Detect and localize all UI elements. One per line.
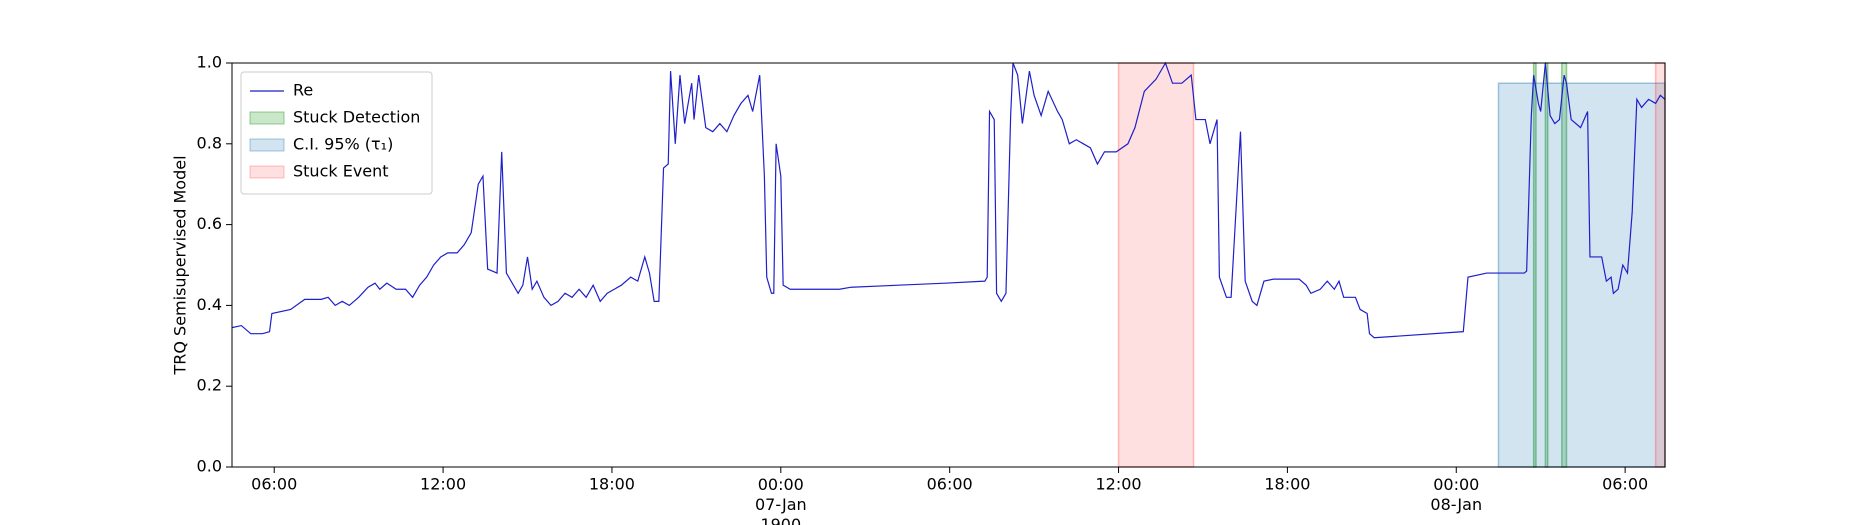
- span-region: [1117, 62, 1195, 468]
- y-tick-label: 0.0: [197, 457, 222, 476]
- x-tick-label: 18:00: [589, 475, 635, 494]
- y-axis-label: TRQ Semisupervised Model: [171, 155, 190, 375]
- span-region: [1497, 82, 1666, 468]
- x-tick-label: 06:00: [251, 475, 297, 494]
- legend-box: [240, 71, 433, 195]
- legend-patch: [249, 138, 285, 152]
- x-tick-label: 06:00: [1602, 475, 1648, 494]
- legend-patch: [249, 111, 285, 125]
- x-tick-label: 12:00: [1095, 475, 1141, 494]
- legend: Re Stuck Detection C.I. 95% (τ₁) Stuck Even…: [240, 71, 433, 195]
- span-region: [1654, 62, 1666, 468]
- legend-label: Re: [293, 81, 313, 100]
- legend-patch: [249, 165, 285, 179]
- legend-label: C.I. 95% (τ₁): [293, 135, 393, 154]
- x-tick-label: 12:00: [420, 475, 466, 494]
- legend-label: Stuck Event: [293, 162, 389, 181]
- data-line: [231, 61, 1666, 339]
- x-tick-label: 18:00: [1264, 475, 1310, 494]
- x-tick-label: 00:00 07-Jan 1900: [755, 475, 807, 525]
- y-tick-label: 0.2: [197, 376, 222, 395]
- x-tick-label: 06:00: [927, 475, 973, 494]
- plot-frame: [231, 62, 1666, 468]
- y-tick-label: 0.6: [197, 214, 222, 233]
- legend-label: Stuck Detection: [293, 108, 420, 127]
- y-tick-label: 1.0: [197, 53, 222, 72]
- x-tick-label: 00:00 08-Jan: [1430, 475, 1482, 514]
- spans: [1117, 62, 1666, 468]
- y-tick-label: 0.8: [197, 133, 222, 152]
- y-tick-label: 0.4: [197, 295, 222, 314]
